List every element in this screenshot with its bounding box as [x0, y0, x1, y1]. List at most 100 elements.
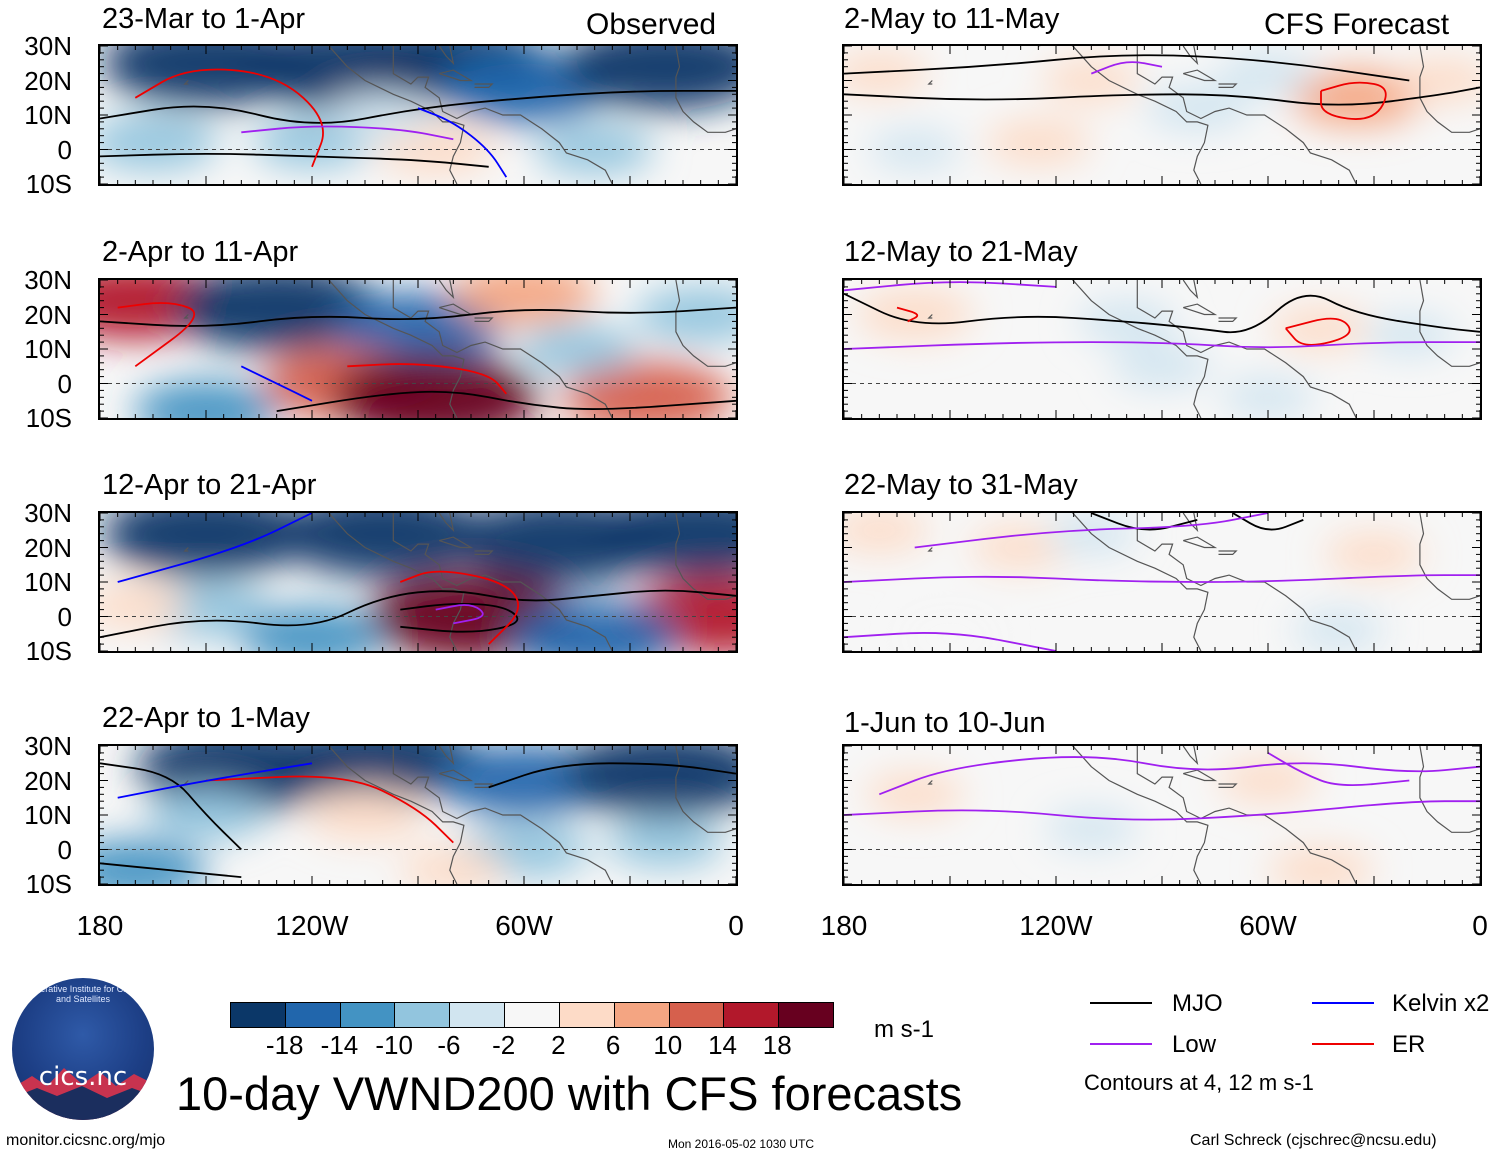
- anomaly-blob-fc-4-1: [1218, 758, 1318, 803]
- legend-label-low: Low: [1172, 1031, 1217, 1058]
- lon-label-60w-left: 60W: [495, 910, 553, 941]
- lat-label-row1-10S: 10S: [25, 403, 72, 433]
- contour-kelvin-obs-2-4: [240, 365, 313, 402]
- anomaly-blob-obs-3-9: [100, 582, 189, 630]
- coastline-obs-3-4: [439, 536, 474, 549]
- anomaly-blob-obs-4-6: [100, 839, 208, 884]
- anomaly-blob-fc-1-1: [844, 51, 929, 96]
- coastline-fc-4-1: [1136, 746, 1357, 884]
- map-svg-obs-1: [100, 46, 736, 184]
- colorbar-cell-0: [231, 1003, 286, 1027]
- lat-label-row1-20N: 20N: [24, 299, 72, 330]
- coastline-obs-4-2: [438, 746, 455, 766]
- map-panel-obs-1: [98, 44, 738, 186]
- legend-line-mjo: [1090, 1002, 1152, 1004]
- lat-label-row0-10N: 10N: [24, 100, 72, 130]
- anomaly-blob-obs-2-7: [134, 380, 278, 418]
- coastline-fc-1-5: [1218, 83, 1238, 88]
- contour-er-fc-2-2: [1285, 317, 1351, 346]
- colorbar-cell-3: [395, 1003, 451, 1027]
- lat-label-row3-30N: 30N: [24, 731, 72, 761]
- anomaly-blob-fc-1-2: [1041, 58, 1141, 103]
- contour-er-obs-2-2: [117, 302, 196, 368]
- anomaly-blob-fc-2-5: [1362, 314, 1456, 356]
- legend-label-er: ER: [1392, 1031, 1426, 1058]
- coastline-fc-3-5: [1218, 550, 1238, 555]
- coastline-obs-4-4: [439, 769, 474, 782]
- lon-label-0-right: 0: [1472, 910, 1488, 941]
- legend-line-kelvin: [1312, 1002, 1374, 1004]
- colorbar-tick-3: -6: [437, 1030, 461, 1060]
- contour-low-fc-3-2: [844, 574, 1480, 583]
- contour-mjo-obs-4-2: [100, 862, 242, 878]
- colorbar-cell-2: [340, 1003, 396, 1027]
- coastline-obs-3-0: [294, 513, 465, 651]
- coastline-obs-2-6: [183, 314, 189, 319]
- colorbar-cell-10: [779, 1003, 833, 1027]
- anomaly-blob-fc-1-0: [1290, 69, 1422, 127]
- lat-label-row2-10N: 10N: [24, 567, 72, 597]
- panel-title-obs-2: 2-Apr to 11-Apr: [102, 236, 299, 268]
- lat-label-row2-10S: 10S: [25, 636, 72, 666]
- colorbar-tick-1: -14: [320, 1030, 359, 1060]
- anomaly-blob-obs-4-8: [606, 816, 725, 869]
- lat-label-row3-0: 0: [57, 834, 72, 865]
- lat-label-row0-10S: 10S: [25, 169, 72, 199]
- main-title: 10-day VWND200 with CFS forecasts: [176, 1067, 963, 1120]
- coastline-fc-3-0: [1038, 513, 1209, 651]
- contour-er-obs-3-2: [399, 570, 519, 645]
- panel-title-obs-4: 22-Apr to 1-May: [102, 702, 310, 734]
- lon-label-180-left: 180: [76, 910, 124, 941]
- colorbar-tick-8: 14: [708, 1030, 737, 1060]
- footer-url[interactable]: monitor.cicsnc.org/mjo: [6, 1132, 166, 1149]
- contour-note: Contours at 4, 12 m s-1: [1084, 1070, 1314, 1095]
- coastline-fc-4-4: [1183, 769, 1218, 782]
- coastline-obs-3-6: [183, 547, 189, 552]
- contour-kelvin-obs-4-4: [117, 762, 313, 799]
- colorbar-cell-4: [450, 1003, 506, 1027]
- contour-mjo-fc-3-1: [1232, 513, 1304, 531]
- contour-mjo-obs-4-0: [100, 762, 242, 851]
- anomaly-blob-obs-2-1: [172, 280, 381, 352]
- anomaly-blob-fc-3-0: [844, 513, 929, 553]
- contour-mjo-obs-1-1: [100, 152, 489, 168]
- panel-title-fc-1: 2-May to 11-May: [844, 3, 1060, 35]
- coastline-obs-1-5: [474, 83, 494, 88]
- contour-mjo-fc-2-0: [844, 292, 1480, 334]
- lat-label-row0-0: 0: [57, 134, 72, 165]
- panel-title-obs-3: 12-Apr to 21-Apr: [102, 469, 317, 501]
- colorbar-cell-1: [285, 1003, 341, 1027]
- panel-title-fc-4: 1-Jun to 10-Jun: [844, 707, 1046, 739]
- contour-mjo-fc-3-0: [1090, 513, 1198, 531]
- anomaly-blob-obs-4-1: [285, 746, 481, 802]
- legend-label-kelvin: Kelvin x2: [1392, 990, 1490, 1017]
- map-panel-obs-3: [98, 511, 738, 653]
- lat-label-row0-20N: 20N: [24, 65, 72, 96]
- coastline-fc-4-3: [1419, 746, 1480, 833]
- coastline-fc-3-3: [1419, 513, 1480, 600]
- coastline-obs-1-4: [439, 69, 474, 82]
- anomaly-blob-obs-2-9: [635, 286, 736, 343]
- coastline-obs-3-2: [438, 513, 455, 533]
- colorbar-cell-7: [614, 1003, 670, 1027]
- anomaly-blob-obs-3-7: [240, 606, 384, 651]
- logo-ring-text: Cooperative Institute for Climate and Sa…: [18, 984, 148, 1004]
- anomaly-blob-obs-4-4: [305, 789, 425, 841]
- anomaly-blob-fc-2-4: [1221, 376, 1315, 418]
- cfs-forecast-label: CFS Forecast: [1264, 8, 1450, 41]
- footer-author: Carl Schreck (cjschrec@ncsu.edu): [1190, 1132, 1437, 1149]
- coastline-fc-4-6: [927, 780, 933, 785]
- lon-label-60w-right: 60W: [1239, 910, 1297, 941]
- coastline-fc-1-6: [927, 80, 933, 85]
- coastline-obs-2-1: [392, 280, 613, 418]
- coastline-fc-2-1: [1136, 280, 1357, 418]
- coastline-obs-2-0: [294, 280, 465, 418]
- coastline-fc-4-2: [1182, 746, 1199, 766]
- coastline-obs-4-5: [474, 783, 494, 788]
- coastline-obs-2-2: [438, 280, 455, 300]
- contour-low-obs-3-3: [435, 604, 484, 625]
- coastline-fc-3-4: [1183, 536, 1218, 549]
- coastline-fc-1-4: [1183, 69, 1218, 82]
- coastline-fc-3-2: [1182, 513, 1199, 533]
- contour-low-fc-4-1: [878, 756, 1480, 796]
